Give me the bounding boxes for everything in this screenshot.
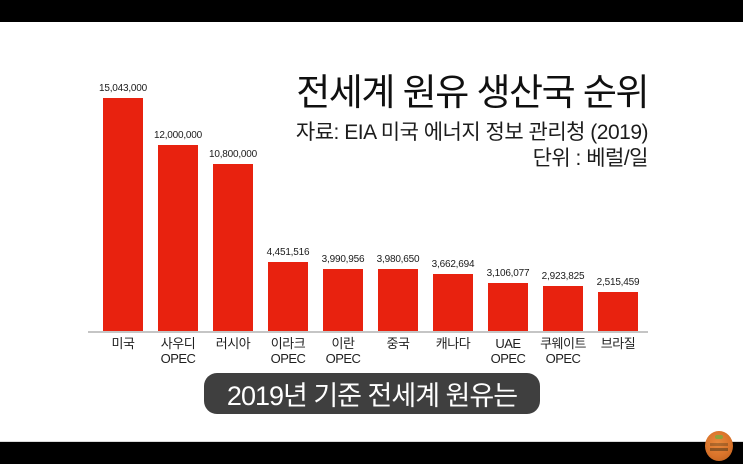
chart-header: 전세계 원유 생산국 순위 자료: EIA 미국 에너지 정보 관리청 (201…	[295, 70, 650, 172]
logo-text-mark	[710, 443, 728, 452]
bar-category-label: 중국	[386, 336, 410, 351]
channel-logo-icon	[705, 431, 733, 461]
bar-value-label: 4,451,516	[266, 247, 310, 258]
bar-category-label: 이라크 OPEC	[270, 336, 306, 366]
slide-content: 전세계 원유 생산국 순위 자료: EIA 미국 에너지 정보 관리청 (201…	[0, 22, 743, 441]
bar	[598, 292, 638, 331]
bar-value-label: 2,515,459	[596, 277, 640, 288]
bar	[103, 98, 143, 331]
bar	[213, 164, 253, 331]
bar-category-label: 미국	[111, 336, 135, 351]
bar-category-label: 러시아	[215, 336, 251, 351]
bar-category-label: 쿠웨이트 OPEC	[540, 336, 586, 366]
bar-value-label: 3,106,077	[486, 268, 530, 279]
bar-category-label: 캐나다	[435, 336, 471, 351]
bar-category-label: 이란 OPEC	[325, 336, 361, 366]
source-note: 자료: EIA 미국 에너지 정보 관리청 (2019)	[295, 121, 649, 144]
bar	[268, 262, 308, 331]
bar	[543, 286, 583, 331]
bar	[488, 283, 528, 331]
bar	[323, 269, 363, 331]
x-axis-line	[88, 331, 648, 333]
bar-value-label: 15,043,000	[98, 83, 148, 94]
bar-category-label: UAE OPEC	[490, 336, 526, 366]
letterbox-top	[0, 0, 743, 22]
bar	[433, 274, 473, 331]
letterbox-bottom	[0, 441, 743, 464]
unit-note: 단위 : 베럴/일	[532, 147, 649, 170]
bar-chart: 15,043,000 미국 12,000,000 사우디 OPEC 10,800,000…	[0, 22, 743, 441]
bar-value-label: 12,000,000	[153, 130, 203, 141]
page-title: 전세계 원유 생산국 순위	[296, 72, 649, 113]
bar-category-label: 사우디 OPEC	[160, 336, 196, 366]
bar-category-label: 브라질	[600, 336, 636, 351]
bar-value-label: 3,662,694	[431, 259, 475, 270]
bar-value-label: 3,990,956	[321, 254, 365, 265]
bar	[158, 145, 198, 331]
bar	[378, 269, 418, 331]
bar-value-label: 2,923,825	[541, 271, 585, 282]
caption-pill: 2019년 기준 전세계 원유는	[204, 373, 540, 414]
bar-value-label: 10,800,000	[208, 149, 258, 160]
bar-value-label: 3,980,650	[376, 254, 420, 265]
